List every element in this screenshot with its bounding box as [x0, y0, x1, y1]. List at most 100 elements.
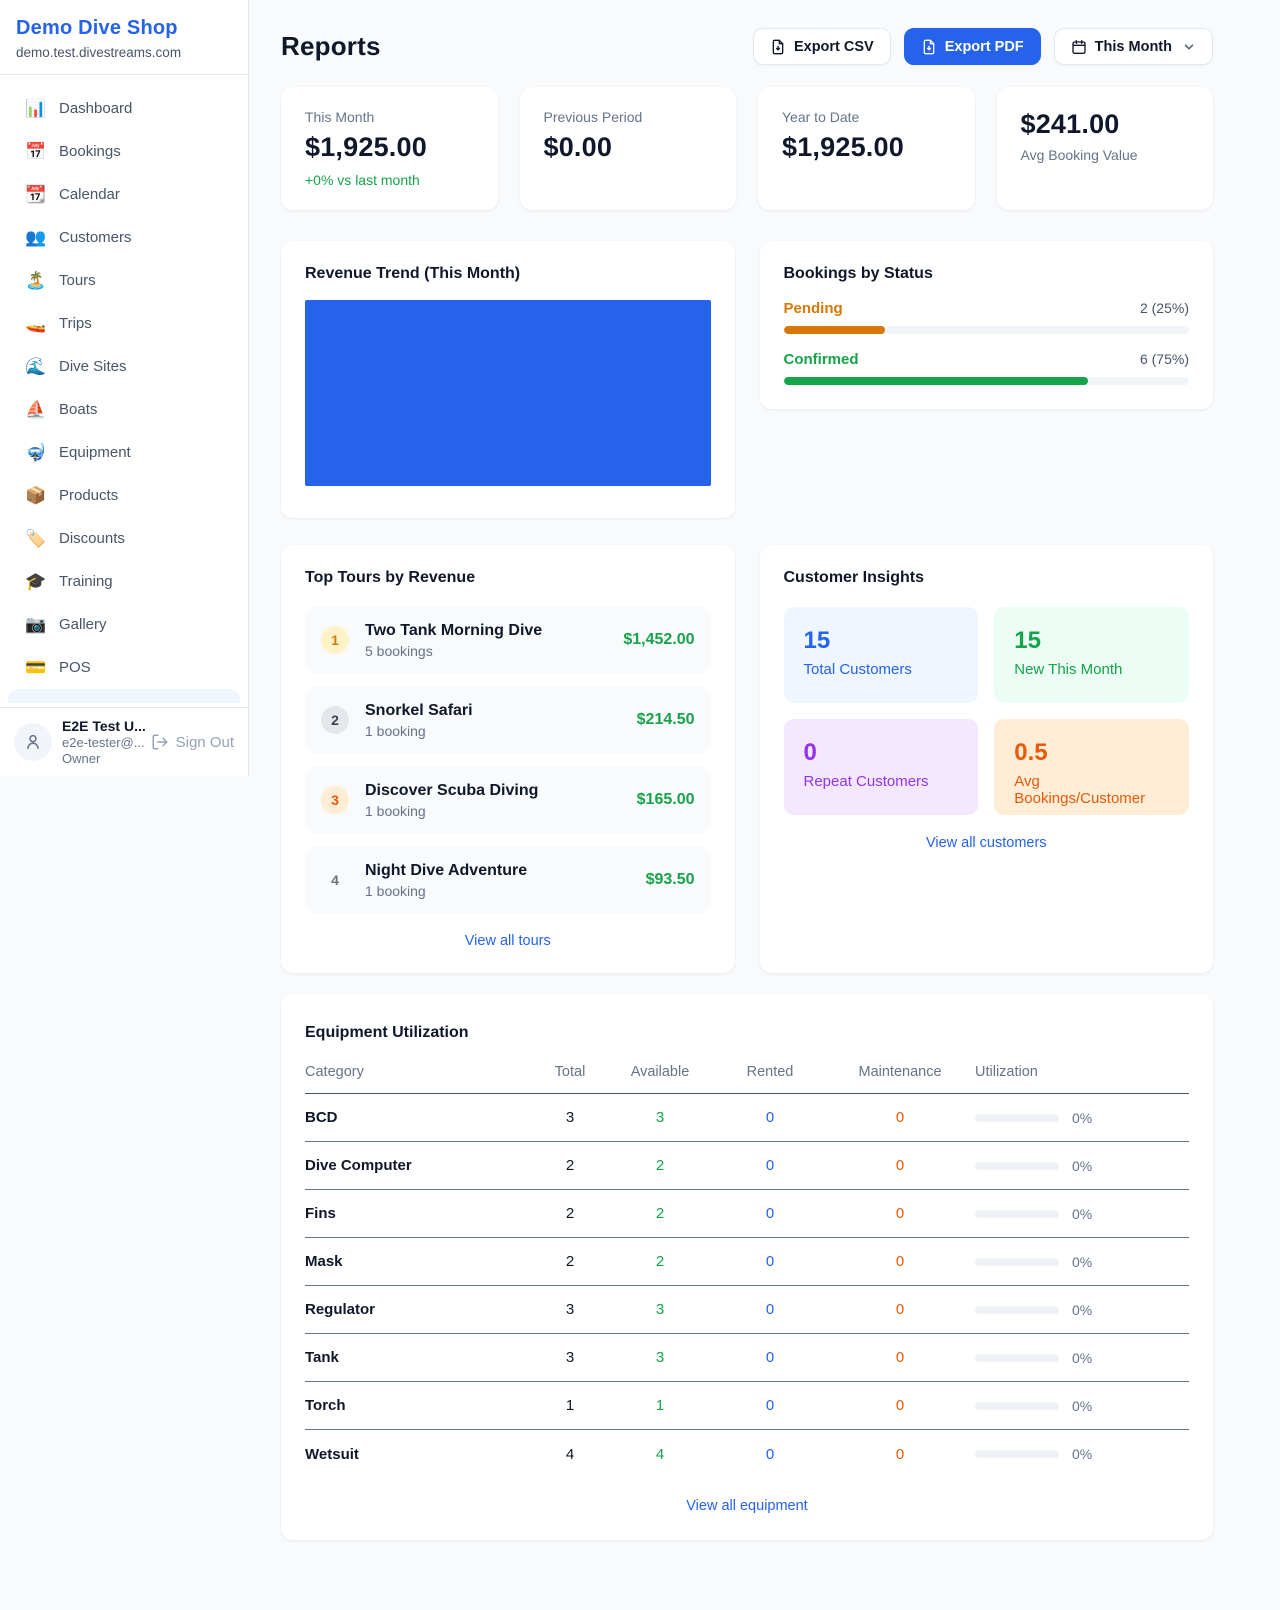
sidebar-item-dashboard[interactable]: 📊 Dashboard: [8, 87, 240, 130]
sidebar-item-label: Dive Sites: [59, 358, 127, 375]
equipment-utilization-cell: 0%: [975, 1446, 1189, 1462]
sidebar-item-gallery[interactable]: 📷 Gallery: [8, 603, 240, 646]
sailboat-icon: ⛵: [25, 399, 47, 419]
equipment-category: BCD: [305, 1109, 338, 1126]
stat-label: Avg Booking Value: [1020, 147, 1138, 163]
logout-icon: [152, 734, 168, 750]
export-pdf-button[interactable]: Export PDF: [903, 28, 1041, 65]
wave-icon: 🌊: [25, 356, 47, 376]
equipment-maintenance: 0: [895, 1301, 905, 1318]
page-title: Reports: [281, 31, 381, 61]
equipment-rented: 0: [765, 1397, 775, 1414]
status-row-confirmed: Confirmed 6 (75%): [783, 351, 1189, 385]
equipment-rented: 0: [765, 1445, 775, 1463]
diving-mask-icon: 🤿: [25, 442, 47, 462]
period-select[interactable]: This Month: [1053, 28, 1213, 65]
equipment-rented: 0: [765, 1349, 775, 1366]
sidebar-item-label: Tours: [59, 272, 96, 289]
tear-off-calendar-icon: 📆: [25, 184, 47, 204]
file-download-icon: [772, 39, 784, 54]
stat-value: $0.00: [543, 132, 613, 162]
sidebar-item-boats[interactable]: ⛵ Boats: [8, 388, 240, 431]
equipment-rented: 0: [765, 1301, 775, 1318]
rank-badge: 3: [321, 786, 349, 814]
equipment-utilization-cell: 0%: [975, 1302, 1189, 1318]
sidebar-item-dive-sites[interactable]: 🌊 Dive Sites: [8, 345, 240, 388]
equipment-category: Fins: [305, 1205, 336, 1222]
utilization-bar: [975, 1161, 1059, 1170]
table-row: BCD 3 3 0 0 0%: [305, 1094, 1189, 1142]
tour-name: Snorkel Safari: [365, 701, 473, 719]
column-header: Available: [630, 1064, 690, 1080]
sidebar-item-tours[interactable]: 🏝️ Tours: [8, 259, 240, 302]
utilization-percent: 0%: [1072, 1446, 1093, 1462]
sidebar-item-pos[interactable]: 💳 POS: [8, 646, 240, 689]
equipment-maintenance: 0: [895, 1349, 905, 1366]
stat-label: Year to Date: [782, 109, 860, 125]
shop-brand: Demo Dive Shop demo.test.divestreams.com: [0, 0, 248, 75]
equipment-available: 2: [655, 1157, 665, 1174]
file-download-icon: [923, 39, 935, 54]
insights-row: Top Tours by Revenue 1 Two Tank Morning …: [281, 545, 1213, 973]
sidebar-item-customers[interactable]: 👥 Customers: [8, 216, 240, 259]
sidebar-item-discounts[interactable]: 🏷️ Discounts: [8, 517, 240, 560]
utilization-percent: 0%: [1072, 1157, 1093, 1174]
stat-value: $1,925.00: [305, 132, 427, 162]
equipment-category: Mask: [305, 1253, 343, 1270]
equipment-utilization-cell: 0%: [975, 1110, 1189, 1126]
table-row: Regulator 3 3 0 0 0%: [305, 1286, 1189, 1334]
stat-value: $1,925.00: [782, 132, 904, 162]
tour-revenue: $214.50: [636, 711, 695, 728]
charts-row: Revenue Trend (This Month) Bookings by S…: [281, 241, 1213, 518]
graduation-cap-icon: 🎓: [25, 571, 47, 591]
customer-insights-card: Customer Insights 15 Total Customers 15 …: [759, 545, 1213, 973]
sidebar-item-products[interactable]: 📦 Products: [8, 474, 240, 517]
sidebar-item-label: Customers: [59, 229, 132, 246]
package-icon: 📦: [25, 485, 47, 505]
sidebar: Demo Dive Shop demo.test.divestreams.com…: [0, 0, 249, 776]
column-header: Maintenance: [858, 1064, 942, 1080]
rank-badge: 4: [331, 872, 339, 888]
sidebar-item-training[interactable]: 🎓 Training: [8, 560, 240, 603]
equipment-total: 2: [565, 1205, 575, 1222]
list-item: 2 Snorkel Safari 1 booking $214.50: [305, 687, 711, 753]
sidebar-item-bookings[interactable]: 📅 Bookings: [8, 130, 240, 173]
status-bar-fill: [783, 377, 1088, 385]
equipment-total: 2: [565, 1157, 575, 1174]
sidebar-item-calendar[interactable]: 📆 Calendar: [8, 173, 240, 216]
bar-chart-icon: 📊: [25, 98, 47, 118]
insight-value: 15: [1014, 627, 1041, 654]
insight-avg-bookings: 0.5 Avg Bookings/Customer: [994, 719, 1189, 815]
sign-out-button[interactable]: Sign Out: [151, 733, 234, 751]
equipment-rented: 0: [765, 1205, 775, 1222]
tour-name: Two Tank Morning Dive: [365, 621, 543, 639]
stat-label: This Month: [305, 109, 375, 125]
status-count: 6 (75%): [1139, 351, 1189, 367]
calendar-date-icon: 📅: [25, 141, 47, 161]
sidebar-item-trips[interactable]: 🚤 Trips: [8, 302, 240, 345]
user-email: e2e-tester@...: [62, 735, 145, 750]
utilization-percent: 0%: [1072, 1301, 1093, 1318]
people-icon: 👥: [25, 227, 47, 247]
shop-domain: demo.test.divestreams.com: [16, 45, 182, 60]
utilization-bar: [975, 1209, 1059, 1218]
top-tours-title: Top Tours by Revenue: [305, 569, 476, 586]
view-all-equipment-link[interactable]: View all equipment: [686, 1498, 808, 1514]
export-csv-label: Export CSV: [793, 38, 874, 55]
utilization-bar: [975, 1353, 1059, 1362]
table-row: Torch 1 1 0 0 0%: [305, 1382, 1189, 1430]
export-csv-button[interactable]: Export CSV: [752, 28, 891, 65]
status-bar: [783, 377, 1189, 385]
equipment-available: 3: [655, 1301, 665, 1318]
equipment-total: 3: [565, 1109, 575, 1126]
view-all-tours-link[interactable]: View all tours: [464, 933, 551, 949]
equipment-maintenance: 0: [895, 1205, 905, 1222]
tour-bookings: 5 bookings: [365, 642, 433, 659]
equipment-utilization-cell: 0%: [975, 1350, 1189, 1366]
status-label: Pending: [783, 300, 843, 317]
sidebar-item-equipment[interactable]: 🤿 Equipment: [8, 431, 240, 474]
sidebar-item-reports-active-clipped[interactable]: [8, 689, 240, 703]
equipment-available: 4: [655, 1445, 665, 1463]
view-all-customers-link[interactable]: View all customers: [925, 835, 1047, 851]
equipment-maintenance: 0: [895, 1109, 905, 1126]
